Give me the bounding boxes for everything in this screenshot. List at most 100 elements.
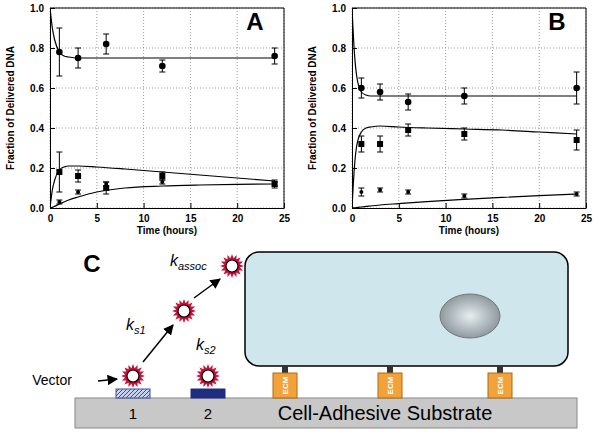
series <box>352 126 577 208</box>
vector-shell <box>121 364 145 388</box>
ecm-stem <box>387 366 393 373</box>
ecm-stem <box>282 366 288 373</box>
x-tick: 10 <box>441 203 453 224</box>
grid-line <box>50 208 284 209</box>
x-tick-label: 20 <box>232 213 244 224</box>
x-axis-title: Time (hours) <box>439 225 499 236</box>
x-tick-label: 5 <box>397 213 403 224</box>
x-tick: 20 <box>232 203 244 224</box>
y-tick: 1.0 <box>332 3 357 14</box>
y-tick: 0.2 <box>332 163 357 174</box>
series <box>358 72 580 110</box>
marker <box>160 180 164 184</box>
y-tick-label: 0.4 <box>332 123 346 134</box>
vector-core <box>178 305 190 317</box>
y-axis-title: Fraction of Delivered DNA <box>5 46 16 170</box>
series <box>56 180 277 204</box>
error-bar <box>75 190 81 194</box>
grid-line <box>50 168 284 169</box>
ecm-stem <box>497 366 503 373</box>
x-tick: 10 <box>139 203 151 224</box>
site-label: 2 <box>204 405 212 422</box>
panel: 05101520250.00.20.40.60.81.0Time (hours)… <box>307 3 592 236</box>
y-tick-mark <box>352 208 357 209</box>
y-axis: 0.00.20.40.60.81.0 <box>30 3 55 214</box>
arrow <box>98 379 117 381</box>
error-bar <box>75 170 81 182</box>
x-tick-label: 0 <box>350 213 356 224</box>
error-bar <box>377 136 383 152</box>
x-tick-label: 20 <box>534 213 546 224</box>
y-tick: 0.4 <box>332 123 357 134</box>
model-curve <box>50 166 275 208</box>
y-tick-label: 0.8 <box>332 43 346 54</box>
error-bar <box>159 180 165 184</box>
y-tick-label: 0.2 <box>332 163 346 174</box>
x-tick: 15 <box>185 203 197 224</box>
y-tick-mark <box>50 88 55 89</box>
y-axis-line <box>50 9 51 209</box>
substrate-label: Cell-Adhesive Substrate <box>278 402 493 424</box>
ecm-block <box>273 373 297 398</box>
series <box>358 124 579 152</box>
x-tick-mark <box>144 203 145 208</box>
grid <box>50 8 284 208</box>
ecm-label: ECM <box>281 376 290 394</box>
y-tick-mark <box>50 8 55 9</box>
x-tick-label: 15 <box>185 213 197 224</box>
marker <box>574 137 580 143</box>
series <box>50 184 275 208</box>
ecm-block <box>378 373 402 398</box>
ecm-label: ECM <box>386 376 395 394</box>
vector-shell <box>172 299 196 323</box>
error-bar <box>405 190 411 194</box>
x-tick-label: 0 <box>48 213 54 224</box>
figure: 05101520250.00.20.40.60.81.0Time (hours)… <box>0 0 600 433</box>
y-tick: 0.6 <box>30 83 55 94</box>
series <box>352 8 577 96</box>
y-tick-label: 0.0 <box>30 203 44 214</box>
error-bar <box>103 34 109 54</box>
rate-subscript: s1 <box>134 324 146 336</box>
grid-line <box>445 8 446 208</box>
y-tick: 0.6 <box>332 83 357 94</box>
y-tick: 0.4 <box>30 123 55 134</box>
error-bar <box>461 128 467 140</box>
x-axis: 0510152025 <box>48 203 291 224</box>
panel-label: B <box>548 8 565 35</box>
series <box>50 166 275 208</box>
vector-core <box>202 370 214 382</box>
x-tick-mark <box>237 203 238 208</box>
x-tick-label: 15 <box>487 213 499 224</box>
series <box>358 188 579 198</box>
site-1 <box>116 389 150 398</box>
figure-svg: 05101520250.00.20.40.60.81.0Time (hours)… <box>0 0 600 433</box>
grid-line <box>96 8 97 208</box>
x-tick: 25 <box>279 203 291 224</box>
x-tick: 20 <box>534 203 546 224</box>
vector <box>172 299 196 323</box>
vector-shell <box>196 364 220 388</box>
ecm-label: ECM <box>496 376 505 394</box>
marker <box>461 131 467 137</box>
error-bar <box>272 48 278 64</box>
x-tick-mark <box>539 203 540 208</box>
x-tick-mark <box>97 203 98 208</box>
grid-line <box>492 8 493 208</box>
y-tick-mark <box>50 208 55 209</box>
vector-shell <box>220 254 244 278</box>
x-tick-mark <box>284 203 285 208</box>
y-axis-line <box>352 9 353 209</box>
grid <box>352 8 586 208</box>
x-axis-title: Time (hours) <box>137 225 197 236</box>
x-tick-mark <box>190 203 191 208</box>
grid-line <box>352 168 586 169</box>
marker <box>406 190 410 194</box>
series <box>56 152 277 194</box>
arrow <box>143 325 173 362</box>
grid-line <box>352 208 586 209</box>
model-curve <box>352 194 577 208</box>
vector-core <box>226 260 238 272</box>
y-tick: 0.8 <box>30 43 55 54</box>
error-bar <box>405 124 411 136</box>
